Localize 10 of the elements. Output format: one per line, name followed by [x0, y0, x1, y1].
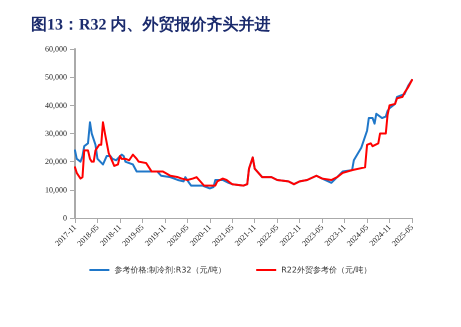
- y-tick-label: 40,000: [45, 100, 67, 110]
- legend-label: R22外贸参考价（元/吨）: [281, 266, 372, 274]
- y-tick-label: 0: [63, 214, 67, 222]
- y-tick-label: 20,000: [45, 157, 67, 166]
- y-tick-label: 60,000: [45, 44, 67, 54]
- y-tick-label: 50,000: [45, 72, 67, 82]
- legend-label: 参考价格:制冷剂:R32（元/吨）: [114, 266, 226, 274]
- y-tick-label: 30,000: [45, 129, 67, 138]
- chart-title: 图13：R32 内、外贸报价齐头并进: [31, 16, 271, 34]
- y-tick-label: 10,000: [45, 185, 67, 194]
